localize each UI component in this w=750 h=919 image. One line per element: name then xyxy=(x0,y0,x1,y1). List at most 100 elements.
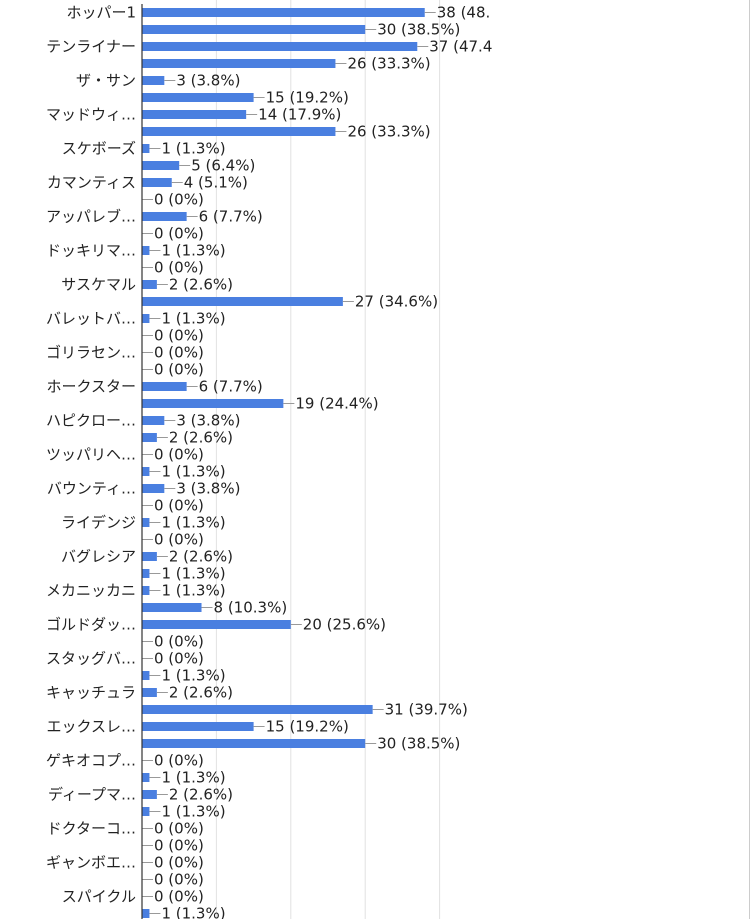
data-label: 0 (0%) xyxy=(154,225,204,243)
category-label: マッドウィ… xyxy=(46,106,136,124)
bar xyxy=(142,399,284,408)
bar xyxy=(142,144,150,153)
data-label: 2 (2.6%) xyxy=(169,429,233,447)
data-label: 1 (1.3%) xyxy=(161,769,225,787)
data-label: 6 (7.7%) xyxy=(199,378,263,396)
category-label: ドッキリマ… xyxy=(46,242,136,260)
data-label: 1 (1.3%) xyxy=(161,242,225,260)
data-label: 0 (0%) xyxy=(154,820,204,838)
bar xyxy=(142,773,150,782)
bar xyxy=(142,297,343,306)
category-label: ライデンジ xyxy=(61,514,136,532)
bar xyxy=(142,722,254,731)
data-label: 0 (0%) xyxy=(154,361,204,379)
data-label: 1 (1.3%) xyxy=(161,803,225,821)
bar xyxy=(142,620,291,629)
data-label: 0 (0%) xyxy=(154,752,204,770)
data-label: 27 (34.6%) xyxy=(355,293,438,311)
category-label: カマンティス xyxy=(47,174,136,192)
category-label: ディープマ… xyxy=(48,786,136,804)
category-label: バレットバ… xyxy=(46,310,136,328)
category-label: メカニッカニ xyxy=(46,582,136,600)
bar xyxy=(142,93,254,102)
category-label: ドクターコ… xyxy=(47,820,136,838)
bar xyxy=(142,739,366,748)
category-label: バウンティ… xyxy=(47,480,136,498)
data-label: 14 (17.9%) xyxy=(258,106,341,124)
category-label: ハピクロー… xyxy=(46,412,136,430)
bar xyxy=(142,178,172,187)
data-label: 0 (0%) xyxy=(154,854,204,872)
category-label: ツッパリヘ… xyxy=(46,446,136,464)
bar xyxy=(142,484,165,493)
category-label: バグレシア xyxy=(61,548,136,566)
bar xyxy=(142,569,150,578)
bar xyxy=(142,705,373,714)
data-label: 0 (0%) xyxy=(154,191,204,209)
bar xyxy=(142,280,157,289)
data-label: 0 (0%) xyxy=(154,837,204,855)
bar xyxy=(142,790,157,799)
bar xyxy=(142,76,165,85)
bar xyxy=(142,8,425,17)
data-label: 0 (0%) xyxy=(154,497,204,515)
data-label: 0 (0%) xyxy=(154,888,204,906)
bar xyxy=(142,603,202,612)
bar xyxy=(142,518,150,527)
category-label: ゴルドダッ… xyxy=(46,616,136,634)
bar xyxy=(142,110,247,119)
category-label: ホークスター xyxy=(46,378,136,396)
data-label: 1 (1.3%) xyxy=(161,582,225,600)
data-label: 1 (1.3%) xyxy=(161,667,225,685)
category-label: スパイクル xyxy=(62,888,136,906)
bar xyxy=(142,246,150,255)
data-label: 3 (3.8%) xyxy=(176,412,240,430)
bar xyxy=(142,433,157,442)
data-label: 19 (24.4%) xyxy=(295,395,378,413)
category-label: ゲキオコプ… xyxy=(46,752,136,770)
bar xyxy=(142,161,180,170)
data-label: 1 (1.3%) xyxy=(161,565,225,583)
data-label: 26 (33.3%) xyxy=(347,123,430,141)
data-label: 38 (48. xyxy=(437,4,491,22)
data-label: 2 (2.6%) xyxy=(169,548,233,566)
data-label: 6 (7.7%) xyxy=(199,208,263,226)
data-label: 5 (6.4%) xyxy=(191,157,255,175)
data-label: 0 (0%) xyxy=(154,259,204,277)
category-label: ホッパー1 xyxy=(66,4,136,22)
category-label: サスケマル xyxy=(61,276,136,294)
data-label: 4 (5.1%) xyxy=(184,174,248,192)
data-label: 20 (25.6%) xyxy=(303,616,386,634)
data-label: 30 (38.5%) xyxy=(377,21,460,39)
bar xyxy=(142,42,418,51)
data-label: 1 (1.3%) xyxy=(161,310,225,328)
data-label: 0 (0%) xyxy=(154,446,204,464)
data-label: 30 (38.5%) xyxy=(377,735,460,753)
data-label: 3 (3.8%) xyxy=(176,72,240,90)
category-label: キャッチュラ xyxy=(46,684,136,702)
data-label: 1 (1.3%) xyxy=(161,514,225,532)
data-label: 2 (2.6%) xyxy=(169,786,233,804)
data-label: 3 (3.8%) xyxy=(176,480,240,498)
bar xyxy=(142,467,150,476)
data-label: 2 (2.6%) xyxy=(169,684,233,702)
data-label: 0 (0%) xyxy=(154,327,204,345)
bar xyxy=(142,688,157,697)
category-label: テンライナー xyxy=(46,38,136,56)
data-label: 8 (10.3%) xyxy=(214,599,288,617)
category-label: ザ・サン xyxy=(76,72,136,90)
data-label: 1 (1.3%) xyxy=(161,463,225,481)
data-label: 0 (0%) xyxy=(154,871,204,889)
data-label: 0 (0%) xyxy=(154,633,204,651)
category-label: スタッグバ… xyxy=(46,650,136,668)
data-label: 2 (2.6%) xyxy=(169,276,233,294)
data-label: 26 (33.3%) xyxy=(347,55,430,73)
category-label: ゴリラセン… xyxy=(46,344,136,362)
data-label: 1 (1.3%) xyxy=(161,905,225,919)
category-label: エックスレ… xyxy=(46,718,136,736)
data-label: 0 (0%) xyxy=(154,344,204,362)
bar xyxy=(142,552,157,561)
bar xyxy=(142,909,150,918)
bar xyxy=(142,586,150,595)
